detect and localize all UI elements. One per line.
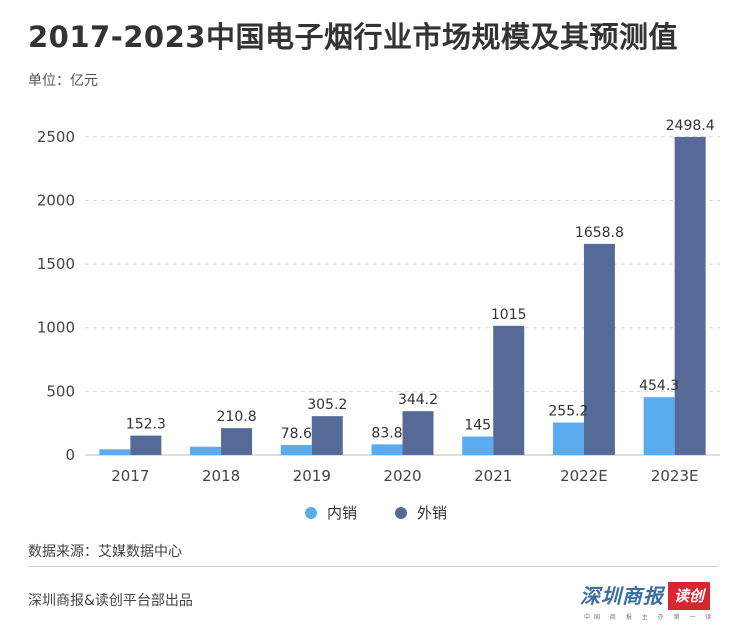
data-label-export: 2498.4	[666, 118, 715, 134]
bar-export	[493, 325, 525, 455]
logo-badge: 读创	[668, 582, 711, 610]
legend-marker-domestic	[305, 506, 317, 519]
bar-export	[130, 435, 162, 455]
y-tick-label: 500	[46, 382, 75, 400]
chart-title: 2017-2023中国电子烟行业市场规模及其预测值	[28, 20, 678, 54]
y-tick-label: 2000	[37, 191, 75, 209]
y-tick-label: 1500	[37, 255, 75, 273]
data-label-export: 1015	[491, 307, 527, 323]
bar-export	[583, 243, 615, 455]
data-label-domestic: 83.8	[371, 425, 402, 441]
bar-export	[674, 137, 706, 455]
bar-domestic	[371, 444, 403, 455]
legend-marker-export	[395, 506, 408, 519]
publisher-logo: 深圳商报 读创 中国 商 报 主 办 第 一 读	[580, 582, 722, 624]
x-tick-label: 2018	[202, 467, 240, 485]
x-tick-label: 2023E	[651, 467, 699, 485]
data-label-domestic: 454.3	[639, 378, 679, 394]
legend-item-domestic[interactable]: 内销	[305, 502, 357, 523]
x-tick-label: 2022E	[560, 467, 608, 485]
logo-main-text: 深圳商报	[580, 584, 664, 608]
y-tick-label: 2500	[37, 128, 75, 146]
bar-domestic	[462, 436, 494, 455]
bar-domestic	[552, 422, 584, 455]
y-tick-label: 1000	[37, 319, 75, 337]
bar-domestic	[643, 397, 675, 455]
data-label-export: 152.3	[126, 417, 166, 433]
x-tick-label: 2017	[111, 467, 149, 485]
logo-tagline: 中国 商 报 主 办 第 一 读	[584, 614, 716, 621]
footer-credit: 深圳商报&读创平台部出品	[28, 593, 193, 609]
divider	[28, 566, 718, 567]
legend: 内销 外销	[305, 502, 447, 523]
legend-item-export[interactable]: 外销	[395, 502, 447, 523]
bar-chart: 0 500 1000 1500 2000 2500 152.3 2017 210.8 2018 78…	[37, 118, 720, 485]
x-tick-label: 2021	[474, 467, 512, 485]
data-label-domestic: 145	[464, 418, 491, 434]
legend-label-domestic: 内销	[327, 504, 358, 522]
bar-export	[402, 411, 434, 455]
bar-export	[221, 428, 253, 455]
bar-domestic	[190, 446, 222, 455]
legend-label-export: 外销	[417, 504, 448, 522]
bar-domestic	[99, 449, 131, 455]
data-label-export: 1658.8	[575, 225, 624, 241]
unit-label: 单位：亿元	[28, 73, 98, 89]
y-tick-label: 0	[65, 446, 75, 464]
x-tick-label: 2020	[383, 467, 421, 485]
data-label-export: 344.2	[398, 392, 438, 408]
data-label-export: 305.2	[307, 397, 347, 413]
bar-domestic	[280, 444, 312, 455]
bar-export	[311, 416, 343, 455]
data-label-domestic: 255.2	[548, 404, 588, 420]
data-label-export: 210.8	[217, 409, 257, 425]
data-label-domestic: 78.6	[281, 426, 312, 442]
x-tick-label: 2019	[293, 467, 331, 485]
data-source: 数据来源：艾媒数据中心	[28, 544, 182, 560]
